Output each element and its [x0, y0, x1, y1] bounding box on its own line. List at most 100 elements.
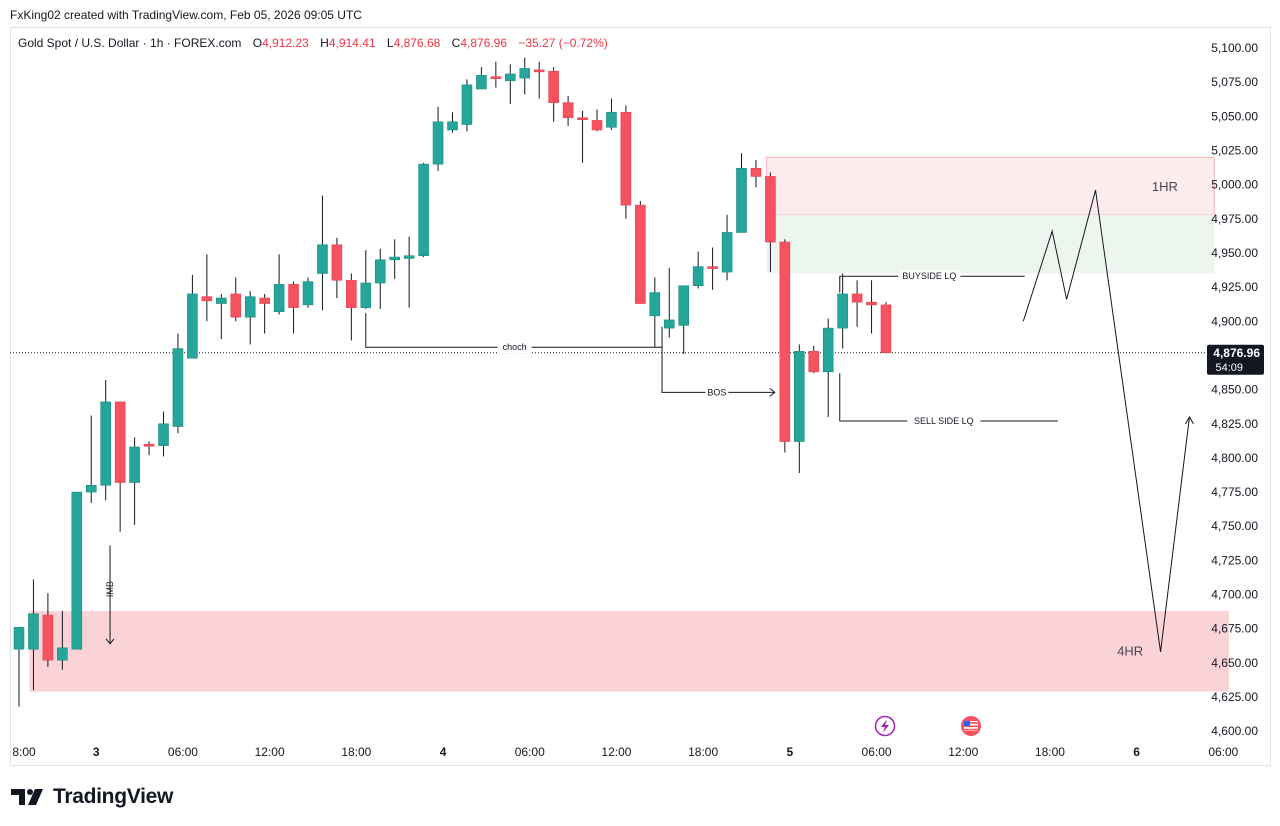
- price-tick-label: 5,100.00: [1211, 41, 1258, 55]
- time-tick-label: 18:00: [688, 745, 718, 759]
- current-price-value: 4,876.96: [1213, 346, 1260, 360]
- candle-bullish: [678, 285, 690, 326]
- candles-layer: [13, 57, 892, 707]
- candle-bearish: [866, 301, 877, 306]
- price-tick-label: 4,600.00: [1211, 724, 1258, 738]
- candle-bullish: [100, 401, 111, 486]
- zone-1hr: [765, 156, 1215, 216]
- time-tick-label: 12:00: [948, 745, 978, 759]
- candle-bullish: [317, 244, 328, 274]
- candle-bullish: [692, 266, 704, 287]
- candle-bearish: [42, 614, 54, 661]
- tradingview-logo-icon: [11, 789, 43, 805]
- open-value: 4,912.23: [262, 36, 309, 50]
- price-tick-label: 4,925.00: [1211, 280, 1258, 294]
- candle-bullish: [837, 293, 848, 329]
- price-tick-label: 5,075.00: [1211, 75, 1258, 89]
- price-tick-label: 5,050.00: [1211, 109, 1258, 123]
- candle-bullish: [158, 423, 169, 446]
- time-axis: 8:00 3 06:00 12:00 18:00 4 06:00 12:00 18:00 5 06:…: [12, 745, 1238, 759]
- us-flag-canton: [964, 721, 970, 726]
- zone-4hr-label: 4HR: [1117, 644, 1143, 659]
- candle-bullish: [504, 73, 516, 82]
- projection-arrowhead: [1185, 415, 1194, 425]
- price-tick-label: 4,900.00: [1211, 314, 1258, 328]
- candle-bearish: [143, 443, 155, 447]
- candle-bullish: [129, 446, 140, 483]
- candle-bullish: [172, 348, 184, 427]
- price-tick-label: 4,625.00: [1211, 690, 1258, 704]
- candle-bearish: [288, 284, 299, 308]
- candle-bearish: [591, 120, 603, 131]
- zones-layer: [29, 156, 1229, 692]
- candle-bullish: [793, 351, 805, 442]
- high-label: H: [320, 36, 329, 50]
- candle-bearish: [577, 117, 588, 120]
- price-tick-label: 4,825.00: [1211, 417, 1258, 431]
- time-tick-label: 6: [1133, 745, 1140, 759]
- price-tick-label: 5,025.00: [1211, 143, 1258, 157]
- buyside-lq-label-bg: [898, 270, 961, 283]
- candle-bearish: [635, 204, 646, 304]
- candle-bullish: [187, 293, 198, 359]
- price-tick-label: 4,850.00: [1211, 383, 1258, 397]
- choch-label-bg: [497, 341, 532, 354]
- imb-label: IMB: [105, 581, 115, 597]
- zone-4hr: [29, 610, 1229, 692]
- time-tick-label: 06:00: [168, 745, 198, 759]
- open-label: O: [252, 36, 263, 50]
- candle-bullish: [432, 121, 444, 165]
- candle-bearish: [851, 293, 863, 303]
- candle-bullish: [606, 111, 617, 128]
- tradingview-logo[interactable]: TradingView: [11, 785, 173, 809]
- price-tick-label: 4,775.00: [1211, 485, 1258, 499]
- candle-bearish: [779, 241, 791, 442]
- candle-bullish: [447, 121, 458, 131]
- zone-demand: [766, 214, 1215, 274]
- candle-bullish: [721, 232, 733, 273]
- candle-bullish: [216, 297, 227, 304]
- time-tick-label: 3: [93, 745, 100, 759]
- candle-bearish: [230, 293, 242, 318]
- price-tick-label: 4,725.00: [1211, 553, 1258, 567]
- low-label: L: [386, 36, 394, 50]
- candle-bullish: [403, 255, 415, 259]
- candle-bullish: [244, 296, 256, 318]
- chart-credit: FxKing02 created with TradingView.com, F…: [10, 8, 362, 22]
- sell-side-lq-label: SELL SIDE LQ: [914, 416, 974, 426]
- candle-bearish: [346, 279, 357, 308]
- bos-label-bg: [705, 386, 729, 399]
- annotation-text-layer: choch BOS BUYSIDE LQ SELL SIDE LQ IMB 1HR 4HR: [105, 179, 1178, 659]
- imb-arrowhead: [105, 638, 115, 645]
- time-tick-label: 06:00: [515, 745, 545, 759]
- candle-bearish: [259, 297, 270, 304]
- sell-side-lq-label-bg: [907, 415, 981, 428]
- candle-bullish: [85, 484, 97, 493]
- us-flag-stripe: [964, 728, 978, 731]
- symbol-title[interactable]: Gold Spot / U.S. Dollar · 1h · FOREX.com: [18, 36, 242, 50]
- low-value: 4,876.68: [393, 36, 441, 50]
- candle-bearish: [620, 111, 632, 206]
- candle-bullish: [71, 491, 83, 650]
- candle-bullish: [57, 647, 68, 661]
- candle-bearish: [490, 76, 502, 79]
- candle-bullish: [374, 259, 386, 284]
- candle-bullish: [28, 613, 39, 650]
- price-tick-label: 4,650.00: [1211, 656, 1258, 670]
- candle-bearish: [750, 167, 762, 177]
- current-price-tag: [1207, 344, 1264, 375]
- change-value: −35.27 (−0.72%): [518, 36, 608, 50]
- candle-bullish: [736, 167, 747, 233]
- event-icons-layer: [874, 715, 981, 737]
- candle-bullish: [822, 327, 834, 373]
- buyside-lq-label: BUYSIDE LQ: [902, 271, 956, 281]
- candle-bullish: [663, 319, 675, 329]
- price-tick-label: 4,950.00: [1211, 246, 1258, 260]
- us-flag-stripe: [964, 725, 978, 728]
- candle-bullish: [461, 84, 473, 125]
- symbol-legend: Gold Spot / U.S. Dollar · 1h · FOREX.com…: [18, 36, 608, 50]
- time-tick-label: 12:00: [601, 745, 631, 759]
- time-tick-label: 5: [787, 745, 794, 759]
- candle-bearish: [533, 69, 545, 73]
